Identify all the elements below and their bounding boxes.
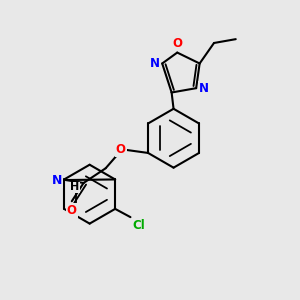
Text: N: N: [150, 57, 160, 70]
Text: H: H: [70, 182, 80, 192]
Text: N: N: [52, 173, 62, 187]
Text: O: O: [116, 143, 126, 157]
Text: O: O: [67, 204, 77, 217]
Text: O: O: [172, 37, 182, 50]
Text: Cl: Cl: [132, 219, 145, 232]
Text: N: N: [199, 82, 208, 95]
